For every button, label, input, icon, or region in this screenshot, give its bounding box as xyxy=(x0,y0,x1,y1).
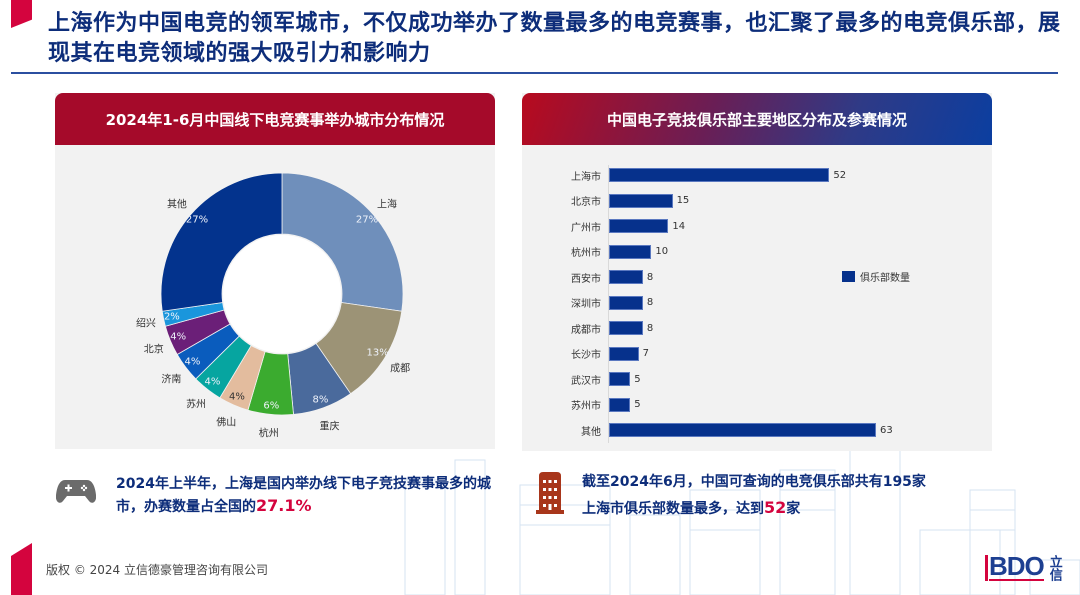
bar-row: 广州市 14 xyxy=(522,219,992,234)
slice-category-label: 绍兴 xyxy=(135,318,156,330)
city-skyline-illustration xyxy=(404,439,1080,595)
bar-category-label: 广州市 xyxy=(571,222,601,234)
bar-value-label: 8 xyxy=(646,271,654,283)
bar-category-label: 成都市 xyxy=(571,324,601,336)
bar-category-label: 杭州市 xyxy=(571,248,601,259)
slice-category-label: 重庆 xyxy=(319,421,340,433)
callout-line-2: 上海市俱乐部数量最多，达到52家 xyxy=(582,495,982,522)
gamepad-icon xyxy=(56,480,96,503)
callout-highlight: 52 xyxy=(764,498,787,517)
slice-category-label: 杭州 xyxy=(258,428,279,440)
slice-category-label: 上海 xyxy=(377,199,398,211)
bar-row: 上海市 52 xyxy=(522,168,992,183)
slice-category-label: 北京 xyxy=(143,344,164,356)
callout-highlight: 27.1% xyxy=(256,496,312,515)
bar-value-label: 14 xyxy=(672,220,686,232)
bar-value-label: 5 xyxy=(634,399,641,410)
bar-row: 杭州市 10 xyxy=(522,244,992,259)
slice-percent-label: 4% xyxy=(204,376,221,388)
bar-row: 成都市 8 xyxy=(522,321,992,336)
legend-swatch xyxy=(842,271,855,282)
slice-percent-label: 27% xyxy=(355,214,379,226)
bar-row: 西安市 8 xyxy=(522,270,992,285)
chart-legend: 俱乐部数量 xyxy=(842,269,910,284)
panel-header: 中国电子竞技俱乐部主要地区分布及参赛情况 xyxy=(522,93,992,145)
bar-row: 苏州市 5 xyxy=(522,397,992,412)
bar xyxy=(609,193,673,208)
bar xyxy=(609,219,669,233)
callout-text: 2024年上半年，上海是国内举办线下电子竞技赛事最多的城市，办赛数量占全国的 xyxy=(116,476,491,515)
slice-percent-label: 4% xyxy=(170,331,187,343)
logo-bar xyxy=(985,555,988,581)
slice-percent-label: 2% xyxy=(163,311,180,323)
bar-category-label: 长沙市 xyxy=(571,350,601,361)
callout-clubs: 截至2024年6月，中国可查询的电竞俱乐部共有195家 上海市俱乐部数量最多，达… xyxy=(582,469,982,522)
bar xyxy=(609,346,639,361)
bar-row: 北京市 15 xyxy=(522,193,992,208)
logo-text: BDO xyxy=(989,551,1045,581)
donut-chart xyxy=(160,172,404,416)
bar-value-label: 8 xyxy=(646,297,654,308)
bar-row: 武汉市 5 xyxy=(522,372,992,387)
bar-category-label: 西安市 xyxy=(571,273,601,285)
bar-value-label: 5 xyxy=(634,373,641,385)
bar-value-label: 52 xyxy=(833,169,847,181)
bar xyxy=(609,372,631,386)
bar-value-label: 63 xyxy=(880,424,893,436)
slice-percent-label: 4% xyxy=(228,391,245,403)
y-axis-line xyxy=(608,165,609,443)
bar xyxy=(609,244,652,259)
callout-text: 家 xyxy=(786,501,801,517)
donut-slice xyxy=(160,172,283,312)
callout-text: 上海市俱乐部数量最多，达到 xyxy=(582,501,764,517)
slice-percent-label: 13% xyxy=(366,347,389,359)
slice-category-label: 苏州 xyxy=(186,399,207,411)
bar-value-label: 7 xyxy=(642,348,650,359)
slide-title: 上海作为中国电竞的领军城市，不仅成功举办了数量最多的电竞赛事，也汇聚了最多的电竞… xyxy=(48,11,1061,66)
city-events-panel: 2024年1-6月中国线下电竞赛事举办城市分布情况 27% 上海 13% 成都 8% 重庆… xyxy=(55,93,495,449)
bdo-logo: BDO 立信 xyxy=(985,551,1062,581)
corner-accent-bottom xyxy=(11,543,32,595)
bar-row: 长沙市 7 xyxy=(522,346,992,361)
bar-category-label: 深圳市 xyxy=(571,299,601,310)
bar xyxy=(609,295,643,310)
slice-category-label: 成都 xyxy=(390,363,411,375)
bar-row: 深圳市 8 xyxy=(522,295,992,310)
legend-label: 俱乐部数量 xyxy=(860,273,910,284)
slice-percent-label: 8% xyxy=(312,394,329,406)
bar xyxy=(609,423,876,437)
callout-events: 2024年上半年，上海是国内举办线下电子竞技赛事最多的城市，办赛数量占全国的27… xyxy=(116,473,496,518)
bar-value-label: 8 xyxy=(646,322,654,334)
bar-category-label: 上海市 xyxy=(571,171,601,183)
bar-category-label: 其他 xyxy=(581,426,601,438)
bar xyxy=(609,321,643,335)
slice-category-label: 佛山 xyxy=(216,417,237,429)
logo-cn: 立信 xyxy=(1046,555,1062,581)
bar xyxy=(609,270,643,284)
callout-line-1: 截至2024年6月，中国可查询的电竞俱乐部共有195家 xyxy=(582,474,926,490)
bar-row: 其他 63 xyxy=(522,423,992,438)
corner-accent-top xyxy=(11,0,32,28)
bar-value-label: 15 xyxy=(676,195,690,206)
slice-category-label: 其他 xyxy=(166,199,187,211)
bar-category-label: 苏州市 xyxy=(571,401,601,412)
building-icon xyxy=(536,472,564,514)
bar-category-label: 武汉市 xyxy=(571,375,601,387)
donut-slice xyxy=(281,172,404,312)
slice-percent-label: 27% xyxy=(185,214,209,226)
club-distribution-panel: 中国电子竞技俱乐部主要地区分布及参赛情况 上海市 52 北京市 15 广州市 14 杭州市 1… xyxy=(522,93,992,451)
panel-header: 2024年1-6月中国线下电竞赛事举办城市分布情况 xyxy=(55,93,495,145)
bar-category-label: 北京市 xyxy=(571,197,601,208)
bar xyxy=(609,397,631,412)
title-divider xyxy=(11,72,1058,74)
slice-percent-label: 6% xyxy=(263,400,280,412)
slice-category-label: 济南 xyxy=(161,374,182,386)
copyright-text: 版权 © 2024 立信德豪管理咨询有限公司 xyxy=(46,563,268,577)
slice-percent-label: 4% xyxy=(184,356,201,368)
bar-value-label: 10 xyxy=(655,246,669,257)
bar xyxy=(609,168,830,182)
